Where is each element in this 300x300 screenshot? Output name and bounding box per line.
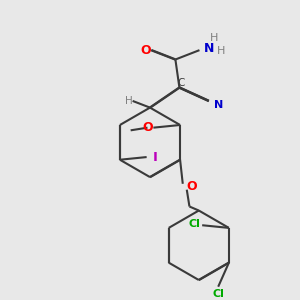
Text: N: N	[203, 42, 214, 55]
Text: O: O	[142, 121, 153, 134]
Text: H: H	[125, 96, 133, 106]
Text: O: O	[140, 44, 151, 57]
Text: N: N	[214, 100, 223, 110]
Text: C: C	[177, 78, 184, 88]
Text: Cl: Cl	[212, 289, 224, 299]
Text: O: O	[187, 180, 197, 193]
Text: H: H	[217, 46, 225, 56]
Text: H: H	[210, 33, 218, 43]
Text: I: I	[152, 151, 158, 164]
Text: Cl: Cl	[189, 219, 201, 229]
